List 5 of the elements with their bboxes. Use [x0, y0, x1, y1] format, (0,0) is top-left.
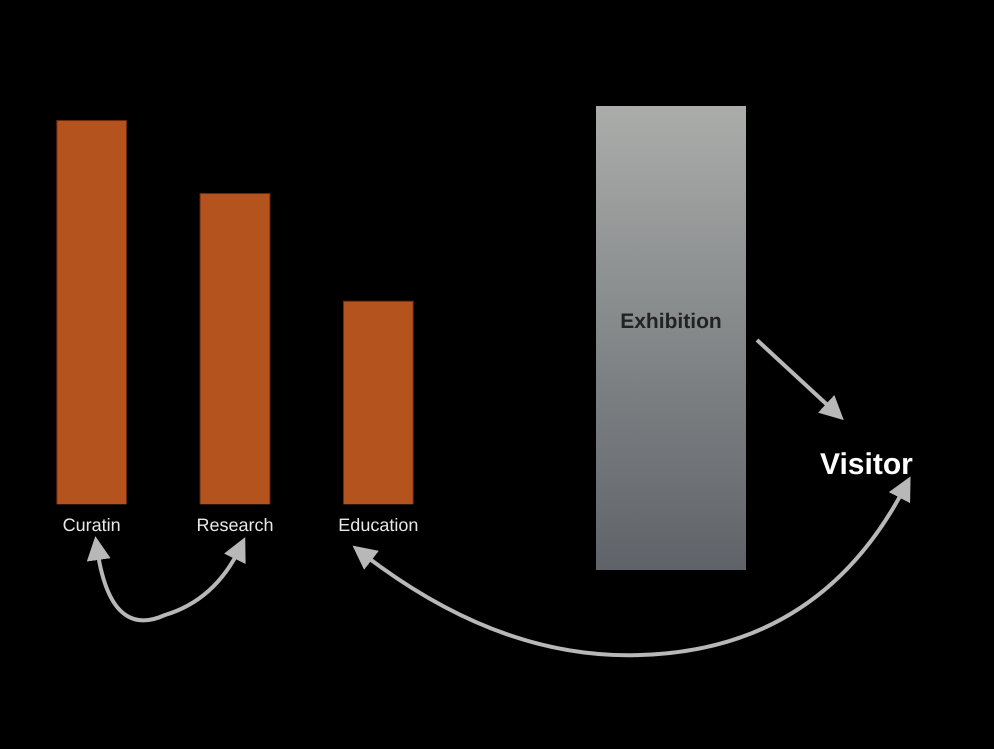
text: Exhibition — [619, 310, 723, 334]
x-tick-label: Curatin — [62, 515, 121, 536]
text: Visitor — [820, 448, 913, 482]
x-tick-label: Research — [196, 515, 274, 536]
x-tick-label: Education — [338, 515, 418, 536]
